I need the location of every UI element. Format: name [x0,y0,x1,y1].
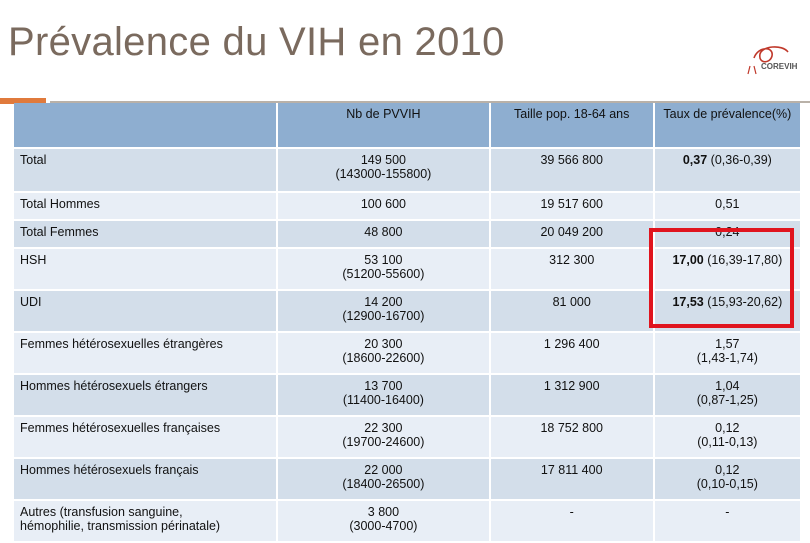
cell-prevalence: 0,12 (0,10-0,15) [652,459,800,501]
table-row: UDI 14 200 (12900-16700) 81 000 17,53 (15… [14,291,800,333]
cell-pvvih: 3 800 (3000-4700) [276,501,489,543]
cell-prevalence: 1,04 (0,87-1,25) [652,375,800,417]
cell-pvvih: 48 800 [276,221,489,249]
cell-population: 81 000 [488,291,653,333]
table-header-row: Nb de PVVIH Taille pop. 18-64 ans Taux d… [14,103,800,149]
header-label [14,103,277,149]
cell-population: 17 811 400 [488,459,653,501]
row-label: HSH [14,249,277,291]
row-label: Femmes hétérosexuelles françaises [14,417,277,459]
row-label: Total Femmes [14,221,277,249]
cell-prevalence: 0,51 [652,193,800,221]
cell-pvvih: 149 500 (143000-155800) [276,149,489,193]
table-row: Femmes hétérosexuelles françaises 22 300… [14,417,800,459]
cell-prevalence: 17,00 (16,39-17,80) [652,249,800,291]
table-row: Total Hommes 100 600 19 517 600 0,51 [14,193,800,221]
cell-prevalence: 0,12 (0,11-0,13) [652,417,800,459]
cell-population: 312 300 [488,249,653,291]
cell-pvvih: 22 000 (18400-26500) [276,459,489,501]
row-label: Hommes hétérosexuels étrangers [14,375,277,417]
cell-prevalence: - [652,501,800,543]
cell-population: 1 312 900 [488,375,653,417]
cell-population: 39 566 800 [488,149,653,193]
cell-population: 18 752 800 [488,417,653,459]
table-row: Hommes hétérosexuels français 22 000 (184… [14,459,800,501]
cell-population: 1 296 400 [488,333,653,375]
table-row: HSH 53 100 (51200-55600) 312 300 17,00 (1… [14,249,800,291]
header-prevalence: Taux de prévalence(%) [652,103,800,149]
table-row: Hommes hétérosexuels étrangers 13 700 (11… [14,375,800,417]
corevih-ribbon-logo [747,46,789,75]
logo-text: COREVIH [761,62,798,71]
table-row: Total 149 500 (143000-155800) 39 566 800 … [14,149,800,193]
cell-pvvih: 20 300 (18600-22600) [276,333,489,375]
row-label: UDI [14,291,277,333]
header-population: Taille pop. 18-64 ans [488,103,653,149]
row-label: Total [14,149,277,193]
cell-pvvih: 22 300 (19700-24600) [276,417,489,459]
cell-pvvih: 100 600 [276,193,489,221]
row-label: Hommes hétérosexuels français [14,459,277,501]
row-label: Femmes hétérosexuelles étrangères [14,333,277,375]
slide-title: Prévalence du VIH en 2010 [8,20,505,64]
cell-population: 20 049 200 [488,221,653,249]
table-row: Total Femmes 48 800 20 049 200 0,24 [14,221,800,249]
cell-pvvih: 53 100 (51200-55600) [276,249,489,291]
cell-prevalence: 0,37 (0,36-0,39) [652,149,800,193]
cell-prevalence: 0,24 [652,221,800,249]
table-row: Autres (transfusion sanguine, hémophilie,… [14,501,800,543]
title-divider [0,98,810,104]
header-pvvih: Nb de PVVIH [276,103,489,149]
cell-population: 19 517 600 [488,193,653,221]
cell-prevalence: 17,53 (15,93-20,62) [652,291,800,333]
prevalence-table: Nb de PVVIH Taille pop. 18-64 ans Taux d… [14,103,800,543]
cell-pvvih: 13 700 (11400-16400) [276,375,489,417]
cell-population: - [488,501,653,543]
cell-pvvih: 14 200 (12900-16700) [276,291,489,333]
cell-prevalence: 1,57 (1,43-1,74) [652,333,800,375]
row-label: Total Hommes [14,193,277,221]
row-label: Autres (transfusion sanguine, hémophilie,… [14,501,277,543]
table-row: Femmes hétérosexuelles étrangères 20 300… [14,333,800,375]
